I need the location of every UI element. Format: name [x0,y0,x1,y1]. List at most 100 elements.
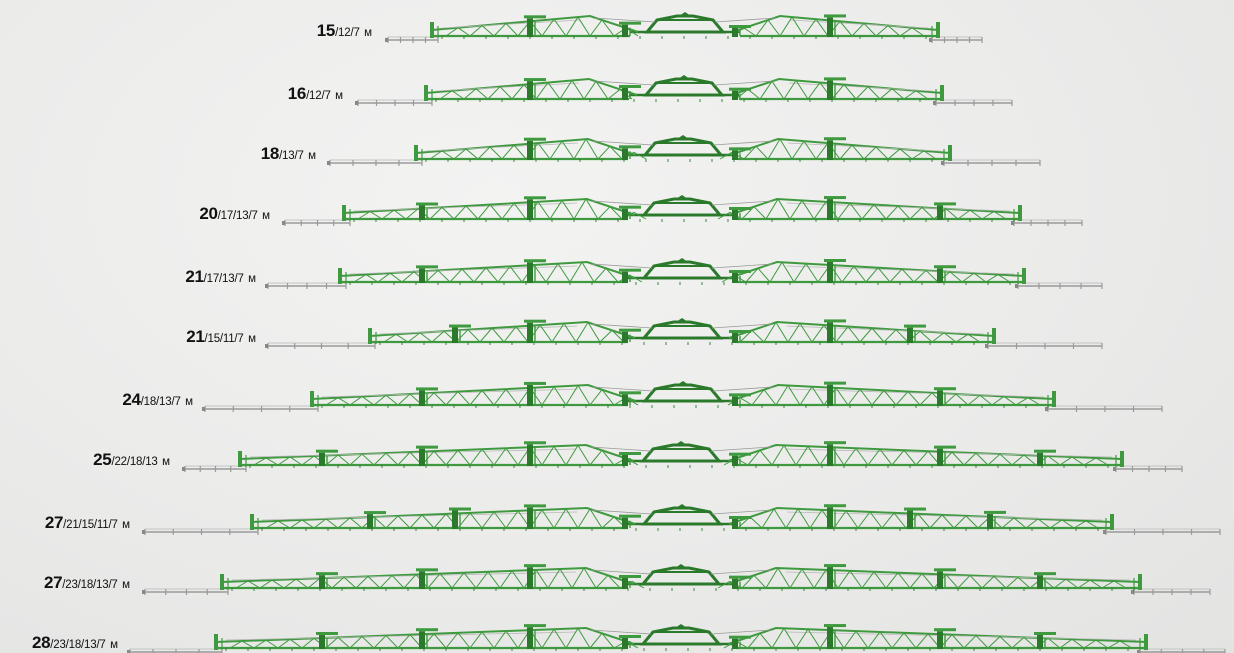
hinge-cap [416,628,438,632]
truss-diagonal [441,150,455,160]
truss-diagonal [879,88,893,100]
tension-wire-left [379,325,578,335]
hinge-cap [524,624,546,628]
truss-diagonal [453,148,467,160]
extension-end [327,161,330,165]
truss-diagonal [719,151,733,160]
truss-diagonal [835,387,849,406]
hinge-post [907,510,913,529]
truss-diagonal [1017,576,1031,589]
truss-diagonal [999,453,1013,466]
truss-diagonal [1023,454,1037,466]
truss-diagonal [759,633,773,649]
truss-diagonal [855,630,869,649]
truss-diagonal [919,392,933,406]
boom-row [142,504,1221,535]
truss-diagonal [425,270,439,283]
hinge-cap [824,319,846,323]
breakaway-right [948,145,952,161]
breakaway-left [214,634,218,650]
truss-diagonal [943,332,957,343]
truss-diagonal [493,388,507,406]
truss-diagonal [481,511,495,529]
centre-frame-peak [676,318,688,322]
truss-diagonal [1073,520,1087,529]
hinge-cap [934,265,956,269]
truss-diagonal [885,572,899,589]
truss-diagonal [583,81,597,100]
hinge-cap [416,568,438,572]
truss-diagonal [337,517,351,529]
truss-diagonal [741,206,755,220]
truss-diagonal [967,394,981,406]
truss-diagonal [853,266,867,283]
hinge-cap [316,631,338,635]
boom-label: 15/12/7 м [317,22,372,40]
truss-diagonal [487,86,501,100]
truss-diagonal [981,576,995,589]
truss-diagonal [809,509,823,529]
truss-diagonal [449,268,463,283]
truss-diagonal [535,569,549,589]
truss-diagonal [499,86,513,100]
truss-diagonal [1061,519,1075,529]
truss-diagonal [553,18,567,37]
truss-diagonal [883,329,897,343]
truss-diagonal [873,571,887,589]
truss-diagonal [601,450,615,466]
boom-width-unit: м [122,579,130,591]
truss-diagonal [741,574,755,589]
truss-diagonal [915,450,929,466]
truss-diagonal [271,579,285,589]
breakaway-left [238,451,242,467]
truss-diagonal [775,385,789,406]
boom-width-unit: м [335,90,343,102]
truss-diagonal [595,81,609,100]
breakaway-left [414,145,418,161]
truss-diagonal [577,445,591,466]
truss-diagonal [475,571,489,589]
truss-diagonal [945,208,959,220]
truss-diagonal [469,25,483,37]
breakaway-right [1022,268,1026,284]
hinge-post [319,452,325,466]
centre-wire-left [591,509,653,515]
hinge-post [622,331,628,343]
truss-diagonal [577,508,591,529]
truss-diagonal [1041,577,1055,589]
truss-diagonal [469,390,483,406]
centre-frame-peak [675,564,687,568]
truss-diagonal [283,578,297,589]
truss-diagonal [301,519,315,529]
hinge-cap [416,265,438,269]
truss-diagonal [477,146,491,160]
truss-diagonal [631,580,645,589]
centre-frame-peak [675,624,687,628]
truss-diagonal [791,140,805,160]
truss-diagonal [815,142,829,160]
truss-diagonal [861,204,875,220]
hinge-cap [524,15,546,19]
truss-diagonal [469,448,483,466]
boom-row [202,381,1163,412]
tension-wire-right [785,448,1113,458]
truss-diagonal [373,516,387,529]
hinge-post [827,627,833,649]
truss-diagonal [575,322,589,343]
tension-wire-left [441,19,581,29]
truss-diagonal [445,391,459,406]
centre-wire-right [710,569,772,575]
truss-diagonal [717,580,731,589]
truss-diagonal [477,204,491,220]
boom-row [182,441,1183,472]
truss-diagonal [751,389,765,406]
truss-diagonal [607,88,621,100]
boom-width-sections: /17/13/7 [217,210,258,222]
centre-frame [642,77,726,97]
hinge-cap [524,196,546,200]
boom-width-unit: м [110,639,118,651]
centre-wire-right [714,17,776,23]
truss-diagonal [365,274,379,283]
truss-diagonal [811,324,825,343]
hinge-cap [619,21,641,25]
